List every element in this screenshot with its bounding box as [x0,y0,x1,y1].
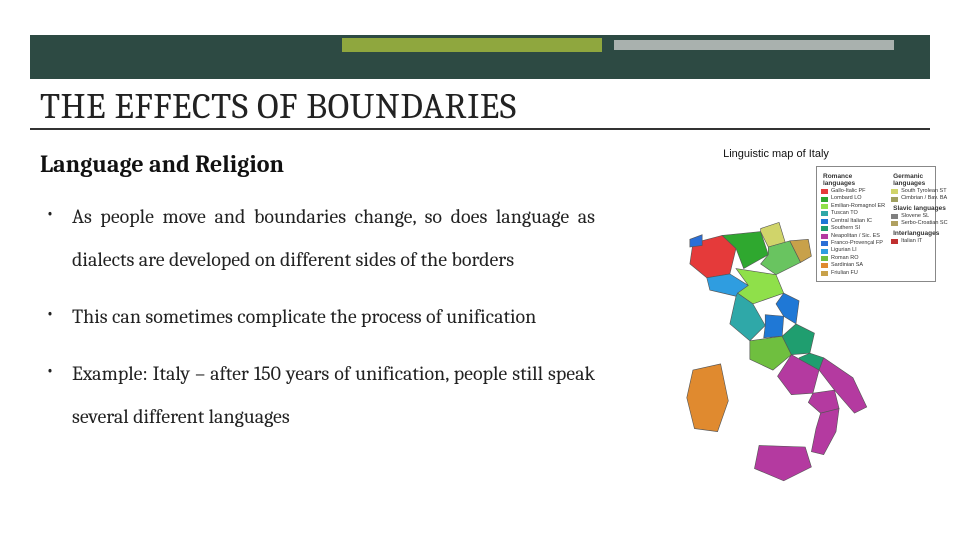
slide-title: THE EFFECTS OF BOUNDARIES [40,86,517,127]
bullet-item: This can sometimes complicate the proces… [40,295,595,338]
legend-item: Friulian FU [821,270,885,277]
legend-swatch [821,204,828,209]
legend-swatch [821,241,828,246]
accent-seg-gray [614,40,894,50]
legend-item: Tuscan TO [821,210,885,217]
legend-swatch [821,197,828,202]
top-accent-bar [30,20,930,70]
legend-item: Serbo-Croatian SC [891,220,947,227]
legend-swatch [891,189,898,194]
map-title: Linguistic map of Italy [616,148,936,160]
legend-item: Lombard LO [821,195,885,202]
legend-label: Gallo-Italic PF [831,188,866,195]
accent-seg-dark [30,40,330,50]
legend-item: Southern SI [821,225,885,232]
legend-swatch [821,234,828,239]
title-underline [30,128,930,130]
legend-item: Emilian-Romagnol ER [821,203,885,210]
legend-item: Neapolitan / Sic. ES [821,233,885,240]
legend-item: Gallo-Italic PF [821,188,885,195]
legend-swatch [821,263,828,268]
legend-swatch [891,197,898,202]
legend-label: Tuscan TO [831,210,858,217]
region-sicily [754,445,811,480]
region-sardinia [687,364,729,432]
accent-seg-olive [342,38,602,52]
legend-item: Slovene SL [891,213,947,220]
legend-label: Sardinian SA [831,262,863,269]
legend-label: Friulian FU [831,270,858,277]
legend-item: Ligurian LI [821,247,885,254]
legend-swatch [821,226,828,231]
legend-label: South Tyrolean ST [901,188,946,195]
legend-label: Italian IT [901,238,922,245]
legend-item: Roman RO [821,255,885,262]
legend-item: Central Italian IC [821,218,885,225]
legend-item: Italian IT [891,238,947,245]
legend-label: Cimbrian / Bav. BA [901,195,947,202]
legend-label: Ligurian LI [831,247,857,254]
legend-item: Cimbrian / Bav. BA [891,195,947,202]
legend-swatch [821,256,828,261]
map-legend: Romance languagesGallo-Italic PFLombard … [816,166,936,282]
bullet-item: Example: Italy – after 150 years of unif… [40,352,595,438]
region-umbria [764,315,784,338]
legend-swatch [821,219,828,224]
legend-label: Franco-Provençal FP [831,240,883,247]
legend-swatch [821,211,828,216]
italy-linguistic-map: Linguistic map of Italy Romance language… [616,148,936,532]
legend-swatch [891,239,898,244]
legend-item: Sardinian SA [821,262,885,269]
legend-label: Emilian-Romagnol ER [831,203,885,210]
bullet-item: As people move and boundaries change, so… [40,195,595,281]
legend-swatch [891,221,898,226]
legend-heading: Romance languages [823,173,885,187]
legend-swatch [821,189,828,194]
legend-column-other: Germanic languagesSouth Tyrolean STCimbr… [891,171,947,277]
legend-label: Central Italian IC [831,218,872,225]
slide-subtitle: Language and Religion [40,150,284,178]
legend-column-romance: Romance languagesGallo-Italic PFLombard … [821,171,885,277]
legend-swatch [821,271,828,276]
legend-heading: Germanic languages [893,173,947,187]
legend-heading: Interlanguages [893,230,947,237]
legend-label: Serbo-Croatian SC [901,220,947,227]
legend-label: Roman RO [831,255,859,262]
legend-label: Lombard LO [831,195,862,202]
legend-item: Franco-Provençal FP [821,240,885,247]
legend-swatch [821,249,828,254]
legend-swatch [891,214,898,219]
body-text-column: As people move and boundaries change, so… [40,195,595,452]
region-aosta [690,235,702,247]
region-calabria [811,409,839,455]
legend-item: South Tyrolean ST [891,188,947,195]
legend-heading: Slavic languages [893,205,947,212]
legend-label: Slovene SL [901,213,929,220]
legend-label: Neapolitan / Sic. ES [831,233,880,240]
legend-label: Southern SI [831,225,860,232]
